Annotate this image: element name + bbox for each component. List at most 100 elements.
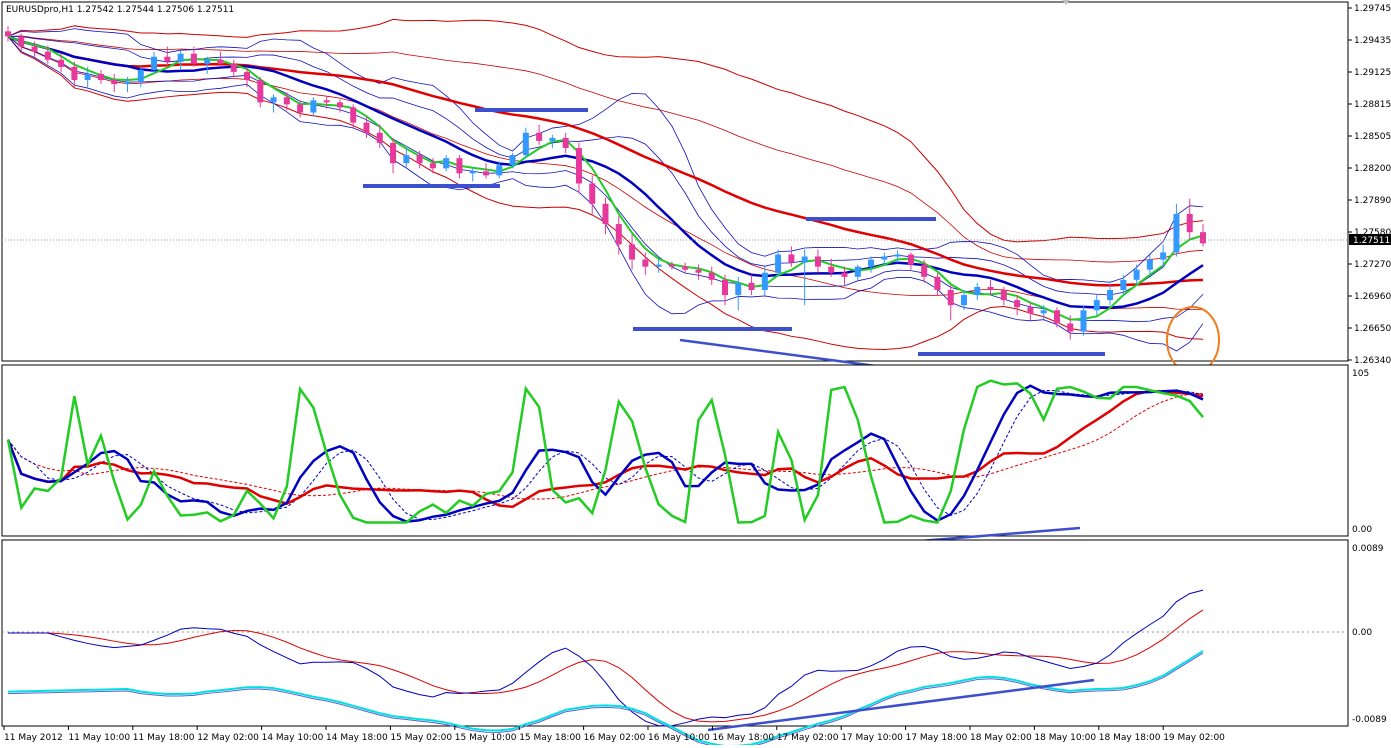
- macd-main-line: [8, 589, 1204, 727]
- candle: [1200, 224, 1206, 247]
- candle: [549, 134, 556, 148]
- candle: [1133, 264, 1140, 285]
- candle: [1093, 295, 1100, 316]
- outer-red-band-upper: [7, 18, 1204, 243]
- time-label: 18 May 02:00: [970, 733, 1032, 743]
- macd-bottom-label: -0.0089: [1352, 715, 1387, 725]
- candle: [841, 266, 848, 285]
- price-axis: 1.29745 1.29435 1.29125 1.28815 1.28505 1.282…: [1348, 4, 1391, 366]
- candle: [921, 259, 928, 283]
- candle: [562, 132, 569, 154]
- candle: [336, 99, 343, 113]
- blue-band-upper: [7, 28, 1204, 283]
- candle: [71, 61, 78, 88]
- candle: [642, 252, 649, 275]
- candle: [483, 163, 489, 179]
- candle: [350, 104, 357, 128]
- candle: [230, 59, 237, 77]
- candle: [907, 252, 914, 270]
- candle: [1080, 305, 1087, 336]
- candle: [1146, 254, 1153, 275]
- shift-marker-icon[interactable]: [1062, 0, 1070, 5]
- candle: [682, 262, 689, 273]
- candle: [974, 282, 981, 301]
- candle: [814, 249, 821, 273]
- candle: [97, 69, 104, 85]
- macd-signal-line: [8, 609, 1204, 723]
- candle: [788, 246, 795, 267]
- candle: [403, 147, 410, 169]
- time-label: 16 May 18:00: [712, 733, 774, 743]
- time-label: 15 May 18:00: [519, 733, 581, 743]
- current-price-label: 1.27511: [1353, 236, 1390, 246]
- candle: [270, 94, 277, 113]
- candle: [416, 151, 423, 169]
- macd-divergence-trendline[interactable]: [707, 678, 1095, 732]
- candle: [575, 142, 582, 194]
- candle: [522, 127, 529, 159]
- candle: [18, 33, 25, 52]
- time-label: 12 May 02:00: [197, 733, 259, 743]
- candle: [987, 279, 994, 296]
- macd-blue-slow-line: [7, 652, 1204, 748]
- candle: [217, 51, 224, 67]
- time-label: 16 May 02:00: [584, 733, 646, 743]
- candle: [283, 92, 290, 111]
- price-label: 1.26960: [1354, 292, 1391, 302]
- candle: [1027, 302, 1034, 321]
- candle: [31, 41, 38, 57]
- candle: [761, 266, 768, 296]
- candle: [1040, 305, 1047, 320]
- candle: [1160, 244, 1167, 267]
- time-label: 18 May 18:00: [1099, 733, 1161, 743]
- price-label: 1.26340: [1354, 356, 1391, 366]
- inner-red-band-upper: [7, 35, 1204, 263]
- time-label: 16 May 10:00: [648, 733, 710, 743]
- candle: [722, 274, 728, 306]
- candle: [124, 76, 131, 93]
- time-label: 11 May 10:00: [68, 733, 130, 743]
- candle: [775, 249, 782, 277]
- candle: [881, 252, 888, 265]
- candle: [111, 73, 118, 93]
- candle: [204, 56, 211, 74]
- macd-mid-label: 0.00: [1352, 628, 1372, 638]
- time-label: 18 May 10:00: [1034, 733, 1096, 743]
- candle: [84, 66, 91, 88]
- candle: [509, 153, 516, 169]
- candle: [310, 97, 317, 117]
- price-label: 1.29125: [1354, 68, 1391, 78]
- candle: [854, 264, 861, 280]
- candle: [1120, 274, 1127, 296]
- time-label: 14 May 18:00: [326, 733, 388, 743]
- candle: [58, 53, 65, 72]
- candle: [496, 161, 503, 179]
- candle: [44, 45, 51, 64]
- candle: [443, 155, 450, 172]
- candle: [164, 46, 171, 67]
- candle: [456, 155, 463, 179]
- price-label: 1.29745: [1354, 4, 1391, 14]
- oscillator-window[interactable]: [1, 364, 1349, 565]
- candle: [894, 250, 901, 263]
- time-label: 19 May 02:00: [1163, 733, 1225, 743]
- price-window[interactable]: EURUSDpro,H1 1.27542 1.27544 1.27506 1.2…: [1, 0, 1349, 380]
- macd-window[interactable]: [1, 539, 1349, 748]
- price-label: 1.27890: [1354, 196, 1391, 206]
- price-label: 1.29435: [1354, 36, 1391, 46]
- annotations-layer: [363, 108, 1220, 380]
- candle: [1186, 198, 1193, 240]
- candle: [1053, 307, 1060, 328]
- candle: [668, 261, 675, 270]
- candle: [602, 197, 609, 235]
- candles-layer: [5, 26, 1206, 340]
- osc-top-label: 105: [1352, 369, 1369, 379]
- time-label: 17 May 02:00: [777, 733, 839, 743]
- price-label: 1.28505: [1354, 132, 1391, 142]
- candle: [615, 215, 622, 255]
- candle: [947, 284, 954, 321]
- macd-layer: [7, 589, 1204, 748]
- candle: [748, 274, 755, 296]
- candle: [137, 66, 144, 88]
